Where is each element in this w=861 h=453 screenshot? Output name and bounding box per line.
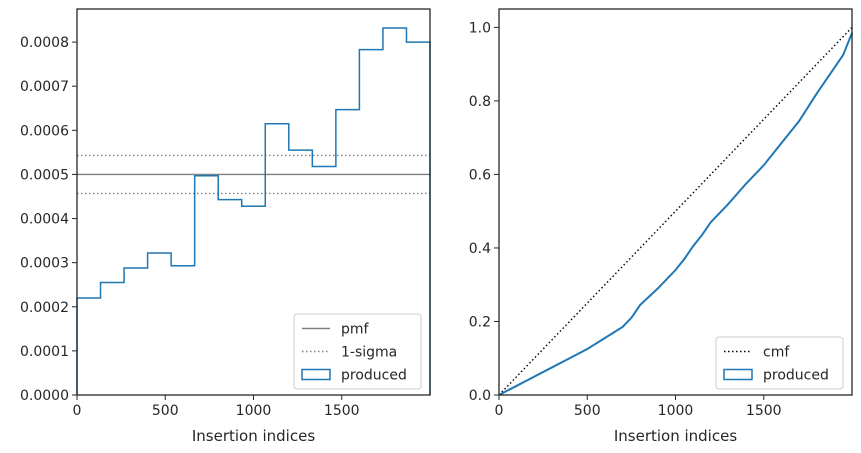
histogram-bin	[148, 253, 172, 395]
legend-label-produced: produced	[763, 368, 829, 384]
series-produced-point	[762, 164, 765, 167]
y-tick-label: 0.0005	[20, 167, 69, 183]
series-produced-point	[727, 203, 730, 205]
right-panel-cdf: 0 500 1000 1500 0.0 0.2 0.4 0.6 0.8 1.0 Insertion …	[469, 8, 853, 445]
histogram-bin	[242, 206, 266, 395]
histogram-bin	[195, 176, 219, 395]
y-tick-label: 0.6	[469, 167, 491, 183]
series-produced-point	[657, 287, 659, 290]
series-produced-point	[568, 357, 571, 360]
series-produced-point	[842, 54, 844, 56]
series-produced-point	[621, 326, 624, 328]
series-produced-point	[710, 221, 712, 224]
legend-swatch-produced	[723, 368, 753, 381]
series-produced-point	[798, 120, 800, 122]
histogram-bin	[265, 124, 289, 395]
x-tick-label: 1500	[746, 403, 782, 419]
legend-label-pmf: pmf	[341, 322, 370, 338]
x-tick-label: 1500	[324, 403, 360, 419]
y-tick-label: 0.8	[469, 94, 491, 110]
legend-label-cmf: cmf	[763, 345, 790, 361]
legend-label-1-sigma: 1-sigma	[341, 345, 397, 361]
series-produced-point	[533, 375, 536, 378]
series-produced-point	[586, 348, 589, 350]
series-produced-point	[630, 317, 633, 319]
series-produced-point	[604, 337, 606, 339]
series-produced-point	[815, 92, 818, 95]
histogram-produced	[76, 27, 431, 395]
histogram-bin	[171, 266, 195, 395]
y-tick-label: 0.4	[469, 241, 491, 257]
series-produced-point	[745, 182, 747, 185]
cmf-line	[498, 26, 853, 396]
histogram-bin	[124, 268, 148, 395]
y-tick-label: 0.2	[469, 314, 491, 330]
x-tick-label: 500	[152, 403, 179, 419]
x-tick-label: 1000	[658, 403, 694, 419]
series-produced-point	[780, 142, 783, 144]
legend-swatch-produced	[301, 368, 331, 381]
legend-box	[715, 336, 844, 390]
series-produced-point	[639, 304, 641, 306]
series-produced-point	[683, 258, 686, 260]
histogram-bin	[101, 283, 125, 395]
series-produced-point	[833, 67, 836, 69]
plot-frame	[498, 8, 853, 396]
series-produced-point	[551, 366, 553, 369]
x-axis-label: Insertion indices	[614, 427, 737, 445]
plot-frame	[76, 8, 431, 396]
left-panel-hist: 0 500 1000 1500 0.0000 0.0001 0.0002 0.0003 0.00…	[20, 8, 431, 445]
series-produced-point	[701, 234, 703, 236]
series-produced-point	[692, 245, 694, 247]
y-tick-label: 0.0	[469, 388, 491, 404]
y-tick-label: 0.0000	[20, 388, 69, 404]
y-tick-label: 0.0006	[20, 123, 69, 139]
series-produced-point	[515, 385, 518, 387]
x-axis-label: Insertion indices	[192, 427, 315, 445]
y-tick-label: 0.0008	[20, 35, 69, 51]
x-tick-label: 1000	[236, 403, 272, 419]
y-tick-label: 0.0002	[20, 300, 69, 316]
x-tick-label: 500	[574, 403, 601, 419]
y-tick-label: 0.0001	[20, 344, 69, 360]
y-tick-label: 0.0003	[20, 256, 69, 272]
histogram-bin	[218, 200, 242, 395]
y-tick-label: 0.0004	[20, 212, 69, 228]
histogram-bin	[77, 298, 101, 395]
x-tick-label: 0	[495, 403, 504, 419]
y-tick-label: 0.0007	[20, 79, 69, 95]
legend-label-produced: produced	[341, 368, 407, 384]
series-produced-point	[674, 269, 677, 271]
y-tick-label: 1.0	[469, 20, 491, 36]
x-tick-label: 0	[73, 403, 82, 419]
